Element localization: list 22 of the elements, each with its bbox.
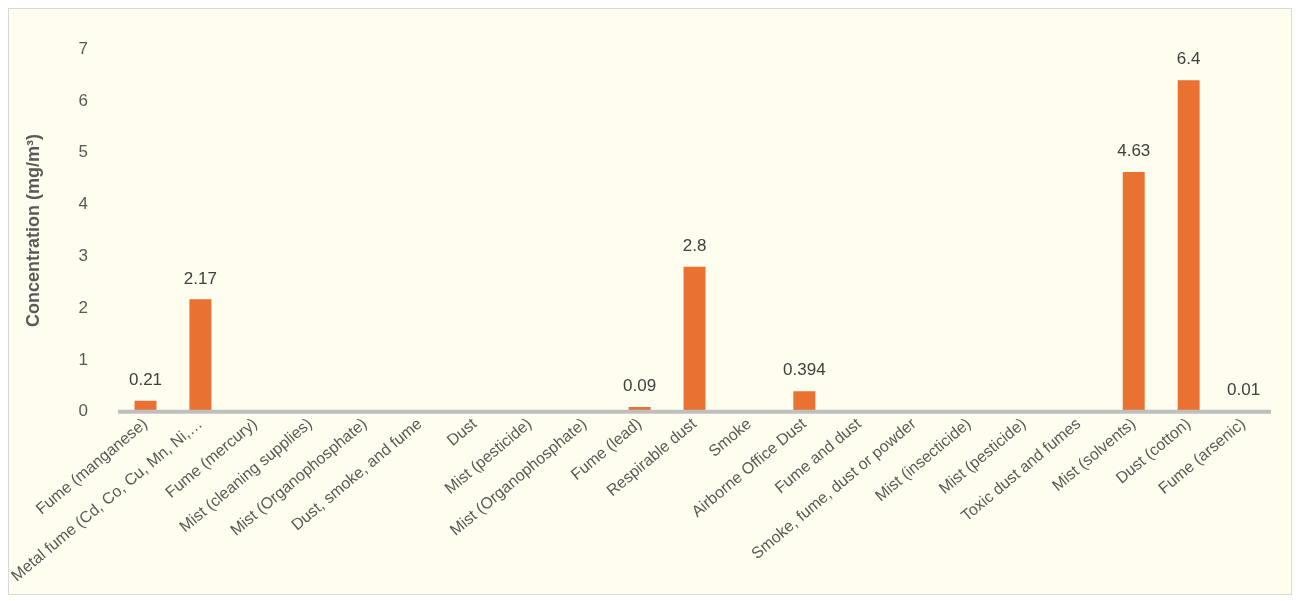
y-tick-label: 6 bbox=[78, 90, 89, 110]
data-label: 6.4 bbox=[1176, 49, 1201, 69]
y-tick-label: 1 bbox=[78, 349, 89, 369]
bar bbox=[1122, 171, 1145, 412]
data-label: 2.8 bbox=[682, 235, 707, 255]
y-tick-label: 0 bbox=[78, 401, 89, 421]
data-label: 0.21 bbox=[128, 370, 163, 390]
bar bbox=[189, 299, 212, 412]
y-tick-label: 2 bbox=[78, 297, 89, 317]
y-tick-label: 7 bbox=[78, 38, 89, 58]
y-tick-label: 4 bbox=[78, 194, 89, 214]
bar bbox=[793, 391, 816, 412]
data-label: 4.63 bbox=[1117, 141, 1151, 161]
data-label: 0.09 bbox=[623, 376, 657, 396]
y-tick-label: 5 bbox=[78, 142, 89, 162]
y-tick-label: 3 bbox=[78, 246, 89, 266]
data-label: 2.17 bbox=[183, 268, 217, 288]
data-label: 0.01 bbox=[1227, 380, 1261, 400]
y-axis-title: Concentration (mg/m³) bbox=[22, 133, 43, 327]
bar bbox=[683, 266, 706, 412]
bar bbox=[1177, 80, 1200, 412]
data-label: 0.394 bbox=[783, 360, 826, 380]
